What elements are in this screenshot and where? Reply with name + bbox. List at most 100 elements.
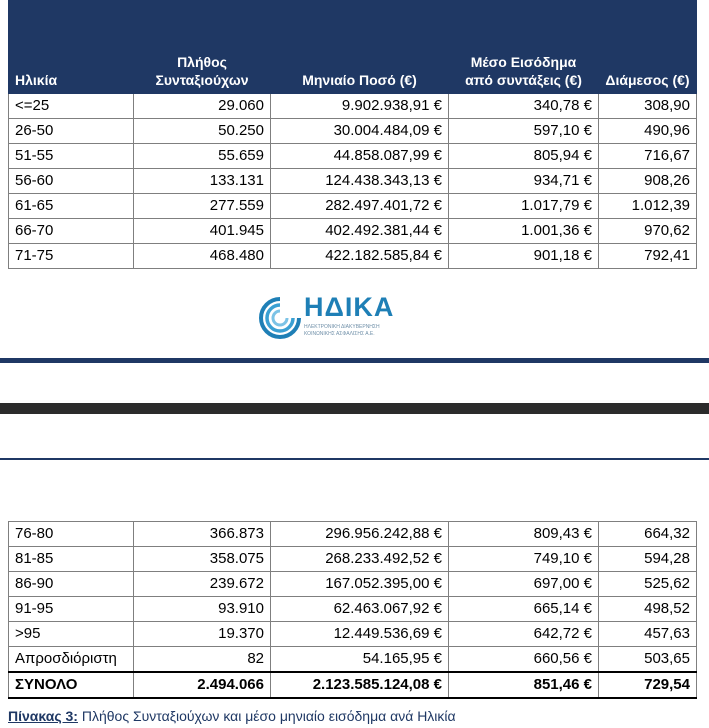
table-caption: Πίνακας 3: Πλήθος Συνταξιούχων και μέσο … [8, 708, 456, 724]
cell-median: 1.012,39 [598, 193, 697, 219]
cell-count: 55.659 [133, 143, 271, 169]
table-row: 76-80 366.873 296.956.242,88 €809,43 €664,… [8, 521, 697, 547]
cell-median: 308,90 [598, 93, 697, 119]
cell-average-income: 934,71 € [448, 168, 599, 194]
cell-median: 525,62 [598, 571, 697, 597]
logo-subtitle-line2: ΚΟΙΝΩΝΙΚΗΣ ΑΣΦΑΛΙΣΗΣ Α.Ε. [304, 331, 375, 337]
cell-average-income: 809,43 € [448, 521, 599, 547]
cell-average-income: 1.017,79 € [448, 193, 599, 219]
table-row: 56-60 133.131 124.438.343,13 €934,71 €908,… [8, 168, 697, 194]
cell-count: 82 [133, 646, 271, 673]
cell-median: 664,32 [598, 521, 697, 547]
cell-count: 29.060 [133, 93, 271, 119]
header-rule [0, 358, 709, 363]
cell-average-income: 901,18 € [448, 243, 599, 269]
table-row: 86-90 239.672 167.052.395,00 €697,00 €525,… [8, 571, 697, 597]
logo-subtitle-line1: ΗΛΕΚΤΡΟΝΙΚΗ ΔΙΑΚΥΒΕΡΝΗΣΗ [304, 324, 380, 330]
table-row: <=25 29.060 9.902.938,91 €340,78 €308,90 [8, 93, 697, 119]
cell-monthly-amount: 44.858.087,99 € [270, 143, 449, 169]
cell-average-income: 340,78 € [448, 93, 599, 119]
table-row: 66-70 401.945 402.492.381,44 €1.001,36 €97… [8, 218, 697, 244]
total-row: ΣΥΝΟΛΟ 2.494.066 2.123.585.124,08 €851,46 … [8, 671, 697, 699]
cell-count: 50.250 [133, 118, 271, 144]
cell-monthly-amount: 12.449.536,69 € [270, 621, 449, 647]
cell-monthly-amount: 30.004.484,09 € [270, 118, 449, 144]
table-body-top: <=25 29.060 9.902.938,91 €340,78 €308,90 26… [8, 93, 697, 269]
cell-monthly-amount: 268.233.492,52 € [270, 546, 449, 572]
cell-average-income: 660,56 € [448, 646, 599, 673]
table-row: 61-65 277.559 282.497.401,72 €1.017,79 €1.… [8, 193, 697, 219]
cell-age: 86-90 [8, 571, 134, 597]
cell-age: >95 [8, 621, 134, 647]
cell-age: <=25 [8, 93, 134, 119]
cell-monthly-amount: 296.956.242,88 € [270, 521, 449, 547]
header-monthly-amount: Μηνιαίο Ποσό (€) [270, 0, 449, 94]
cell-average-income: 851,46 € [448, 671, 599, 699]
cell-median: 498,52 [598, 596, 697, 622]
cell-age: 76-80 [8, 521, 134, 547]
cell-median: 729,54 [598, 671, 697, 699]
cell-age: Απροσδιόριστη [8, 646, 134, 673]
cell-monthly-amount: 282.497.401,72 € [270, 193, 449, 219]
pensioners-table-top: Ηλικία Πλήθος Συνταξιούχων Μηνιαίο Ποσό … [8, 0, 697, 269]
cell-median: 716,67 [598, 143, 697, 169]
cell-average-income: 665,14 € [448, 596, 599, 622]
cell-median: 792,41 [598, 243, 697, 269]
cell-count: 133.131 [133, 168, 271, 194]
page-divider [0, 403, 709, 414]
cell-average-income: 1.001,36 € [448, 218, 599, 244]
cell-age: 56-60 [8, 168, 134, 194]
cell-age: 71-75 [8, 243, 134, 269]
table-row: 81-85 358.075 268.233.492,52 €749,10 €594,… [8, 546, 697, 572]
cell-count: 366.873 [133, 521, 271, 547]
cell-age: 51-55 [8, 143, 134, 169]
cell-age: 66-70 [8, 218, 134, 244]
cell-monthly-amount: 2.123.585.124,08 € [270, 671, 449, 699]
header-row: Ηλικία Πλήθος Συνταξιούχων Μηνιαίο Ποσό … [8, 0, 697, 94]
cell-monthly-amount: 62.463.067,92 € [270, 596, 449, 622]
table-row: Απροσδιόριστη 82 54.165,95 €660,56 €503,65 [8, 646, 697, 673]
cell-median: 908,26 [598, 168, 697, 194]
cell-age: 81-85 [8, 546, 134, 572]
header-average-income: Μέσο Εισόδημα από συντάξεις (€) [448, 0, 599, 94]
cell-count: 239.672 [133, 571, 271, 597]
cell-count: 468.480 [133, 243, 271, 269]
table-row: 71-75 468.480 422.182.585,84 €901,18 €792,… [8, 243, 697, 269]
table-row: 26-50 50.250 30.004.484,09 €597,10 €490,96 [8, 118, 697, 144]
cell-count: 19.370 [133, 621, 271, 647]
cell-count: 2.494.066 [133, 671, 271, 699]
cell-count: 93.910 [133, 596, 271, 622]
cell-median: 503,65 [598, 646, 697, 673]
cell-age: 61-65 [8, 193, 134, 219]
cell-average-income: 805,94 € [448, 143, 599, 169]
cell-average-income: 697,00 € [448, 571, 599, 597]
header-age: Ηλικία [8, 0, 134, 94]
caption-text: Πλήθος Συνταξιούχων και μέσο μηνιαίο εισ… [81, 708, 456, 724]
cell-average-income: 597,10 € [448, 118, 599, 144]
header-median: Διάμεσος (€) [598, 0, 697, 94]
table-row: >95 19.370 12.449.536,69 €642,72 €457,63 [8, 621, 697, 647]
logo-subtitle: ΗΛΕΚΤΡΟΝΙΚΗ ΔΙΑΚΥΒΕΡΝΗΣΗ ΚΟΙΝΩΝΙΚΗΣ ΑΣΦΑ… [304, 324, 380, 338]
cell-median: 457,63 [598, 621, 697, 647]
cell-age: 91-95 [8, 596, 134, 622]
table-row: 91-95 93.910 62.463.067,92 €665,14 €498,52 [8, 596, 697, 622]
hdika-swirl-icon [259, 296, 302, 339]
pensioners-table-bottom: 76-80 366.873 296.956.242,88 €809,43 €664,… [8, 521, 697, 699]
cell-count: 401.945 [133, 218, 271, 244]
cell-monthly-amount: 54.165,95 € [270, 646, 449, 673]
cell-count: 358.075 [133, 546, 271, 572]
header-count: Πλήθος Συνταξιούχων [133, 0, 271, 94]
cell-monthly-amount: 167.052.395,00 € [270, 571, 449, 597]
hdika-logo: ΗΔΙΚΑ ΗΛΕΚΤΡΟΝΙΚΗ ΔΙΑΚΥΒΕΡΝΗΣΗ ΚΟΙΝΩΝΙΚΗ… [258, 292, 418, 348]
cell-median: 970,62 [598, 218, 697, 244]
table-row: 51-55 55.659 44.858.087,99 €805,94 €716,67 [8, 143, 697, 169]
logo-name: ΗΔΙΚΑ [304, 292, 395, 322]
cell-monthly-amount: 9.902.938,91 € [270, 93, 449, 119]
cell-median: 594,28 [598, 546, 697, 572]
cell-average-income: 749,10 € [448, 546, 599, 572]
cell-average-income: 642,72 € [448, 621, 599, 647]
cell-median: 490,96 [598, 118, 697, 144]
caption-label: Πίνακας 3: [8, 708, 78, 724]
table-body-bottom: 76-80 366.873 296.956.242,88 €809,43 €664,… [8, 521, 697, 699]
cell-monthly-amount: 402.492.381,44 € [270, 218, 449, 244]
